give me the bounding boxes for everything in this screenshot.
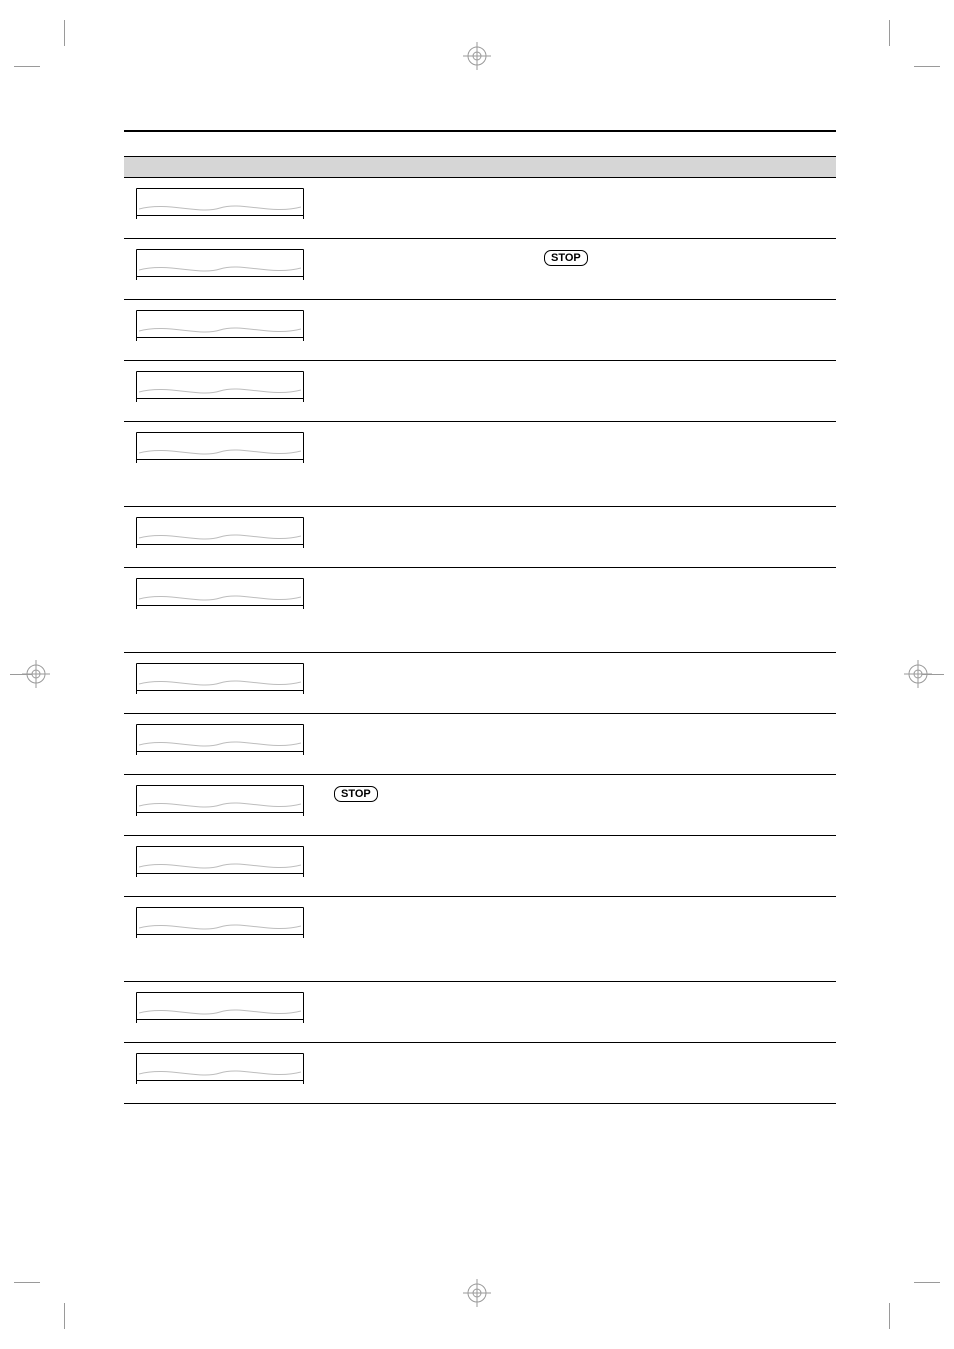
display-cell xyxy=(124,775,322,836)
lcd-display-icon xyxy=(136,846,304,874)
meaning-cell xyxy=(322,897,836,982)
table-row xyxy=(124,653,836,714)
table-row xyxy=(124,300,836,361)
display-cell xyxy=(124,178,322,239)
meaning-cell xyxy=(322,178,836,239)
table-row xyxy=(124,897,836,982)
registration-mark-icon xyxy=(463,42,491,70)
table-row xyxy=(124,1043,836,1104)
registration-mark-icon xyxy=(463,1279,491,1307)
wave-icon xyxy=(139,676,301,688)
table-row xyxy=(124,836,836,897)
lcd-display-icon xyxy=(136,992,304,1020)
wave-icon xyxy=(139,1066,301,1078)
wave-icon xyxy=(139,445,301,457)
registration-mark-icon xyxy=(22,660,50,688)
stop-button-icon: STOP xyxy=(334,786,378,802)
lcd-display-icon xyxy=(136,188,304,216)
crop-mark xyxy=(914,1282,940,1283)
wave-icon xyxy=(139,262,301,274)
meaning-cell xyxy=(322,422,836,507)
lcd-display-icon xyxy=(136,310,304,338)
meaning-cell xyxy=(322,361,836,422)
table-header-display xyxy=(124,157,322,178)
display-cell xyxy=(124,361,322,422)
table-row xyxy=(124,422,836,507)
display-cell xyxy=(124,982,322,1043)
table-header-row xyxy=(124,157,836,178)
display-cell xyxy=(124,897,322,982)
meaning-cell xyxy=(322,507,836,568)
crop-mark xyxy=(14,1282,40,1283)
meaning-cell xyxy=(322,1043,836,1104)
top-rule xyxy=(124,130,836,132)
meaning-text: STOP xyxy=(334,249,824,267)
meaning-cell: STOP xyxy=(322,775,836,836)
lcd-display-icon xyxy=(136,785,304,813)
display-cell xyxy=(124,714,322,775)
table-row xyxy=(124,568,836,653)
crop-mark xyxy=(14,66,40,67)
registration-mark-icon xyxy=(904,660,932,688)
display-cell xyxy=(124,836,322,897)
wave-icon xyxy=(139,530,301,542)
wave-icon xyxy=(139,591,301,603)
crop-mark xyxy=(64,1303,65,1329)
stop-button-icon: STOP xyxy=(544,250,588,266)
content-frame: STOP STOP xyxy=(124,130,836,1104)
wave-icon xyxy=(139,323,301,335)
wave-icon xyxy=(139,737,301,749)
crop-mark xyxy=(64,20,65,46)
meaning-cell xyxy=(322,653,836,714)
lcd-display-icon xyxy=(136,578,304,606)
wave-icon xyxy=(139,859,301,871)
display-cell xyxy=(124,239,322,300)
display-cell xyxy=(124,568,322,653)
display-cell xyxy=(124,422,322,507)
wave-icon xyxy=(139,384,301,396)
table-row: STOP xyxy=(124,239,836,300)
table-row xyxy=(124,714,836,775)
lcd-display-icon xyxy=(136,663,304,691)
lcd-display-icon xyxy=(136,249,304,277)
table-row xyxy=(124,982,836,1043)
lcd-display-icon xyxy=(136,371,304,399)
table-row: STOP xyxy=(124,775,836,836)
meaning-cell xyxy=(322,836,836,897)
lcd-display-icon xyxy=(136,517,304,545)
lcd-display-icon xyxy=(136,907,304,935)
meaning-cell xyxy=(322,568,836,653)
lcd-display-icon xyxy=(136,724,304,752)
display-cell xyxy=(124,507,322,568)
messages-table: STOP STOP xyxy=(124,156,836,1104)
page: STOP STOP xyxy=(0,0,954,1349)
table-row xyxy=(124,178,836,239)
lcd-display-icon xyxy=(136,432,304,460)
display-cell xyxy=(124,300,322,361)
crop-mark xyxy=(889,20,890,46)
table-header-meaning xyxy=(322,157,836,178)
wave-icon xyxy=(139,798,301,810)
crop-mark xyxy=(914,66,940,67)
wave-icon xyxy=(139,201,301,213)
meaning-cell xyxy=(322,714,836,775)
display-cell xyxy=(124,653,322,714)
table-row xyxy=(124,361,836,422)
meaning-cell xyxy=(322,982,836,1043)
table-body: STOP STOP xyxy=(124,178,836,1104)
table-row xyxy=(124,507,836,568)
meaning-cell xyxy=(322,300,836,361)
meaning-text: STOP xyxy=(334,785,824,803)
display-cell xyxy=(124,1043,322,1104)
meaning-cell: STOP xyxy=(322,239,836,300)
crop-mark xyxy=(889,1303,890,1329)
wave-icon xyxy=(139,1005,301,1017)
lcd-display-icon xyxy=(136,1053,304,1081)
wave-icon xyxy=(139,920,301,932)
